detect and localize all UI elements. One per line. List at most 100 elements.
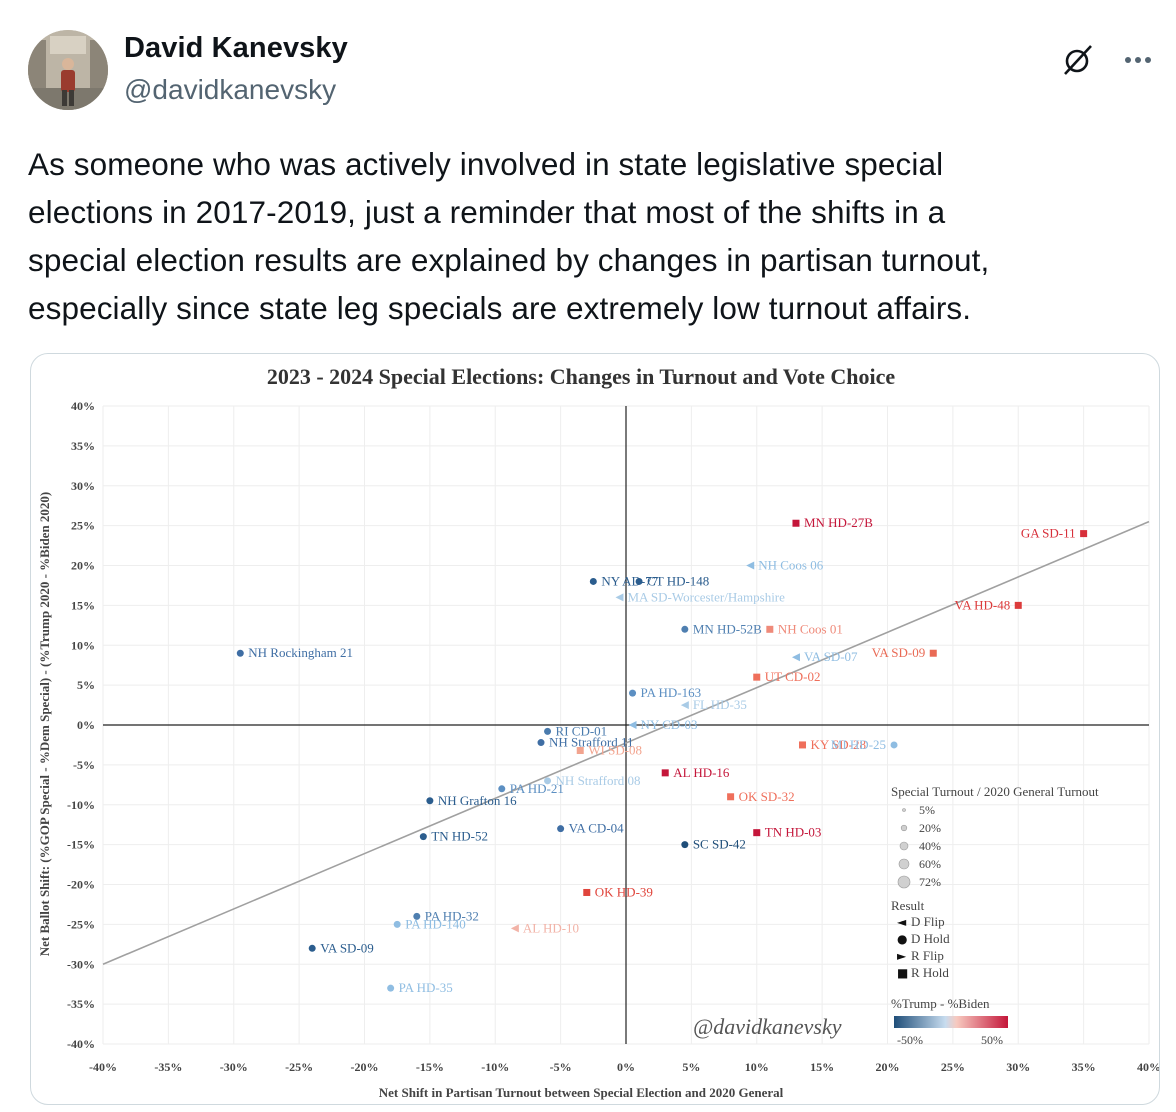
y-tick-label: 35% [71, 439, 95, 453]
author-name[interactable]: David Kanevsky [124, 32, 348, 64]
legend-color-max: 50% [981, 1033, 1003, 1047]
tweet-line: elections in 2017-2019, just a reminder … [28, 194, 946, 230]
tweet-line: special election results are explained b… [28, 242, 990, 278]
data-point-d-flip [746, 561, 755, 570]
legend-size-label: 5% [919, 803, 935, 817]
y-tick-label: -5% [73, 758, 95, 772]
y-tick-label: 30% [71, 479, 95, 493]
data-point-label: OK HD-39 [595, 884, 653, 899]
data-point-label: NH Strafford 11 [549, 735, 634, 750]
y-tick-label: 40% [71, 399, 95, 413]
data-point-label: NH Coos 06 [758, 558, 824, 573]
y-tick-label: 0% [77, 718, 95, 732]
data-point-label: OK SD-32 [739, 789, 795, 804]
y-tick-label: 10% [71, 638, 95, 652]
legend-result-label: D Flip [911, 914, 945, 929]
data-point-d-hold [544, 727, 552, 735]
x-tick-label: -40% [89, 1060, 117, 1074]
legend-color-title: %Trump - %Biden [891, 996, 990, 1011]
x-tick-label: -15% [416, 1060, 444, 1074]
data-point-label: MA SD-Worcester/Hampshire [627, 589, 785, 604]
x-tick-label: 20% [876, 1060, 900, 1074]
chart-title: 2023 - 2024 Special Elections: Changes i… [267, 364, 896, 389]
y-tick-label: -35% [67, 997, 95, 1011]
legend-size-marker [898, 858, 910, 870]
tweet-line: As someone who was actively involved in … [28, 146, 944, 182]
data-point-label: VA HD-48 [955, 597, 1011, 612]
legend-result-label: D Hold [911, 931, 950, 946]
data-point-d-flip [510, 924, 519, 933]
grok-icon [1064, 45, 1092, 75]
data-point-r-hold [799, 741, 807, 749]
data-point-d-hold [589, 577, 597, 585]
legend-size-marker [902, 808, 906, 812]
legend-color-bar [894, 1016, 1008, 1028]
data-point-d-hold [890, 741, 898, 749]
data-point-d-hold [426, 797, 434, 805]
tweet-media-chart[interactable]: -40% -35% -30% -25% -20% -15% -10% -5% 0% 5% 10% 15… [30, 353, 1160, 1105]
data-point-label: MN HD-52B [693, 621, 762, 636]
watermark: @davidkanevsky [693, 1014, 842, 1039]
legend-size-title: Special Turnout / 2020 General Turnout [891, 784, 1099, 799]
legend-size-marker [899, 841, 909, 851]
legend-color-min: -50% [897, 1033, 923, 1047]
data-point-label: CT HD-148 [647, 573, 709, 588]
data-point-label: MN HD-27B [804, 515, 873, 530]
more-options-button[interactable] [1116, 40, 1160, 80]
data-point-d-hold [635, 577, 643, 585]
legend-size-label: 20% [919, 821, 941, 835]
data-point-label: PA HD-21 [510, 781, 564, 796]
legend-size-label: 40% [919, 839, 941, 853]
data-point-d-hold [557, 825, 565, 833]
data-point-label: VA SD-09 [320, 940, 374, 955]
tweet-text: As someone who was actively involved in … [28, 140, 1148, 332]
data-point-label: VA SD-07 [804, 649, 858, 664]
data-point-d-flip [615, 593, 624, 602]
data-point-r-hold [1014, 601, 1022, 609]
data-point-label: NY AD-77 [601, 573, 658, 588]
data-point-label: NY CD-03 [641, 717, 698, 732]
data-point-label: NH Grafton 16 [438, 793, 517, 808]
y-tick-label: -10% [67, 798, 95, 812]
data-point-label: KY SD-28 [811, 737, 867, 752]
data-point-d-hold [387, 984, 395, 992]
legend-size-marker [900, 824, 908, 832]
data-point-label: NH Rockingham 21 [248, 645, 353, 660]
x-tick-label: -30% [220, 1060, 248, 1074]
data-point-r-hold [1080, 530, 1088, 538]
data-point-label: UT CD-02 [765, 669, 821, 684]
x-tick-label: 30% [1006, 1060, 1030, 1074]
data-point-label: PA HD-35 [399, 980, 453, 995]
x-tick-label: 10% [745, 1060, 769, 1074]
x-tick-label: 5% [682, 1060, 700, 1074]
data-point-d-hold [498, 785, 506, 793]
legend-result-title: Result [891, 898, 925, 913]
grok-button[interactable] [1058, 40, 1098, 80]
data-point-label: PA HD-163 [641, 685, 702, 700]
x-tick-label: -10% [481, 1060, 509, 1074]
x-tick-label: -35% [154, 1060, 182, 1074]
avatar[interactable] [28, 30, 108, 110]
data-point-d-hold [681, 625, 689, 633]
data-point-d-hold [393, 920, 401, 928]
data-point-d-hold [413, 912, 421, 920]
x-tick-label: 0% [617, 1060, 635, 1074]
data-point-label: NH Strafford 08 [556, 773, 641, 788]
author-handle[interactable]: @davidkanevsky [124, 74, 337, 105]
legend-result-marker: ► [897, 949, 907, 963]
data-point-d-flip [628, 721, 637, 729]
legend-result-marker: ■ [897, 966, 908, 980]
data-point-label: SC SD-42 [693, 837, 746, 852]
legend-size-marker [897, 875, 911, 889]
y-tick-label: -15% [67, 838, 95, 852]
data-point-r-hold [753, 829, 761, 837]
y-tick-label: -40% [67, 1037, 95, 1051]
scatter-chart: -40% -35% -30% -25% -20% -15% -10% -5% 0% 5% 10% 15… [37, 364, 1159, 1100]
data-point-d-flip [680, 701, 689, 710]
chart-legend: Special Turnout / 2020 General Turnout 5… [891, 784, 1099, 1047]
data-point-d-hold [236, 649, 244, 657]
data-point-label: PA HD-140 [405, 916, 466, 931]
data-point-r-hold [929, 649, 937, 657]
data-point-label: WI SD-08 [588, 743, 642, 758]
y-tick-label: 20% [71, 559, 95, 573]
